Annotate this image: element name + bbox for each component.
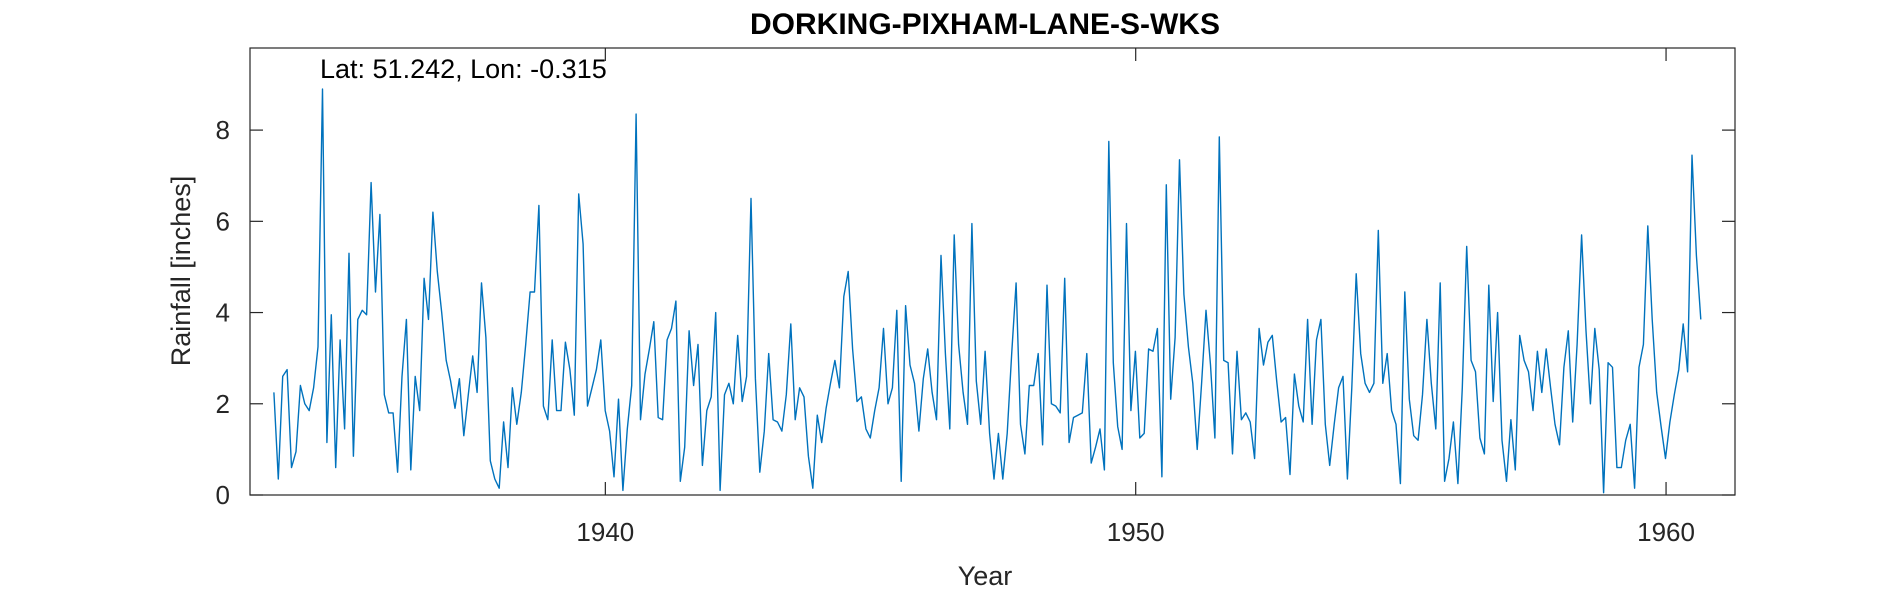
chart-title: DORKING-PIXHAM-LANE-S-WKS xyxy=(750,8,1220,41)
plot-area xyxy=(249,47,1736,496)
y-axis-label: Rainfall [inches] xyxy=(166,176,196,367)
x-tick-label: 1940 xyxy=(576,517,634,547)
rainfall-series-line xyxy=(273,88,1702,494)
location-annotation: Lat: 51.242, Lon: -0.315 xyxy=(320,54,607,84)
y-tick-label: 2 xyxy=(216,389,230,419)
x-tick-label: 1950 xyxy=(1107,517,1165,547)
axis-tick-labels: 0 2 4 6 8 1940 1950 1960 xyxy=(216,115,1695,547)
y-tick-label: 0 xyxy=(216,480,230,510)
axis-ticks xyxy=(250,48,1735,496)
x-tick-label: 1960 xyxy=(1637,517,1695,547)
y-tick-label: 4 xyxy=(216,298,230,328)
x-axis-label: Year xyxy=(958,561,1013,591)
y-tick-label: 6 xyxy=(216,206,230,236)
y-tick-label: 8 xyxy=(216,115,230,145)
